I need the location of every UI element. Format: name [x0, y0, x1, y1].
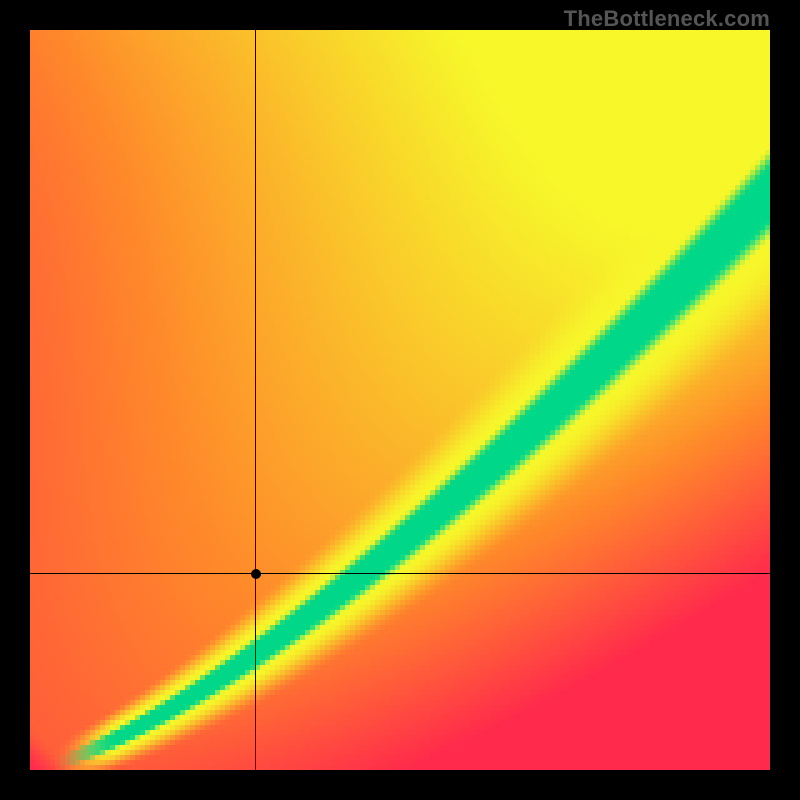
chart-frame: TheBottleneck.com: [0, 0, 800, 800]
watermark-text: TheBottleneck.com: [564, 6, 770, 32]
heatmap-plot: [30, 30, 770, 770]
crosshair-vertical-line: [255, 30, 256, 770]
watermark-label: TheBottleneck.com: [564, 6, 770, 31]
crosshair-horizontal-line: [30, 573, 770, 574]
crosshair-marker: [251, 569, 261, 579]
heatmap-canvas: [30, 30, 770, 770]
